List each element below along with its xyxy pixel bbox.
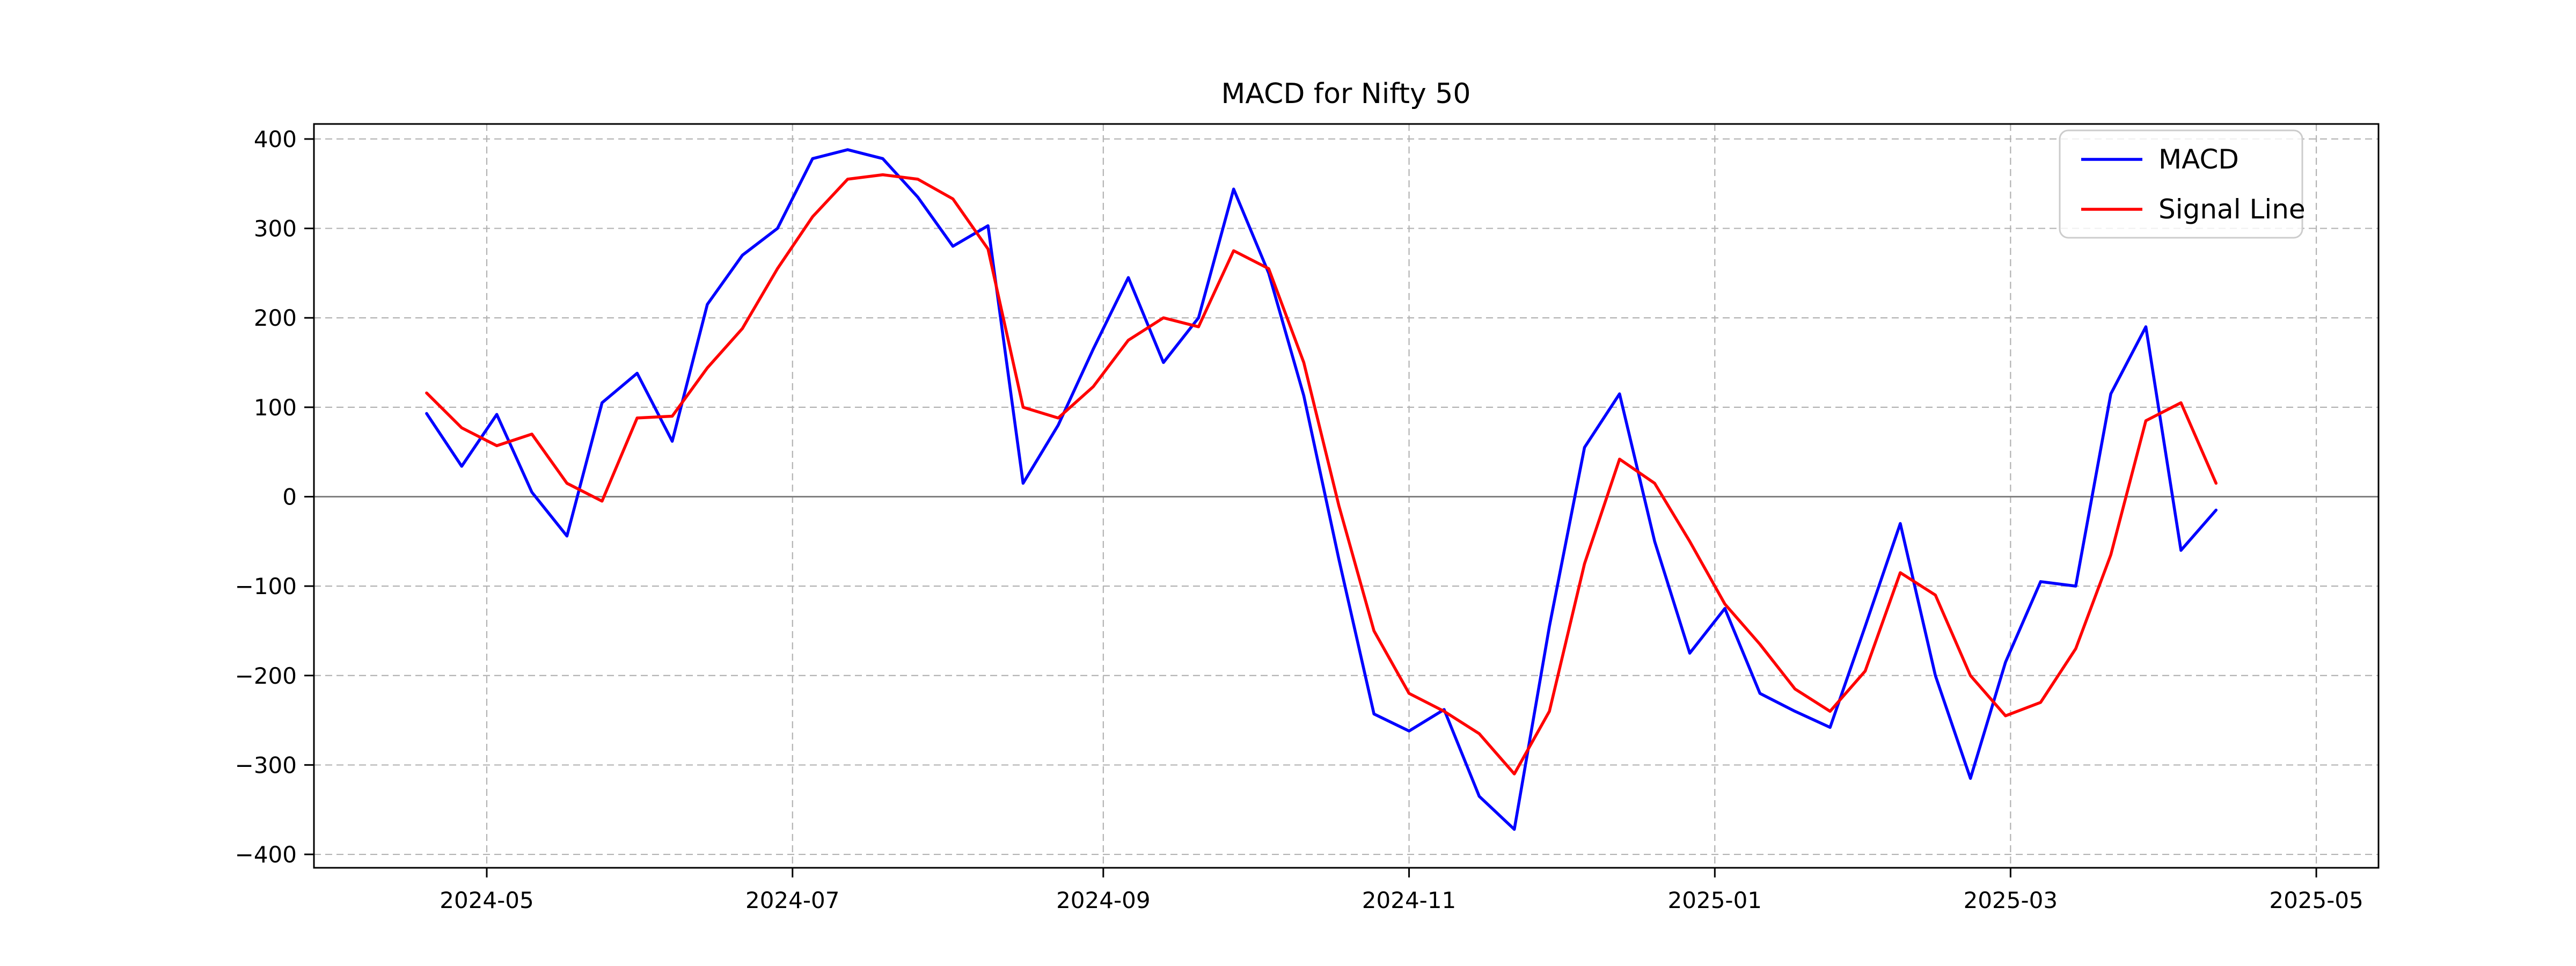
x-tick-label-2024-11: 2024-11 <box>1362 887 1457 913</box>
y-tick-label--400: −400 <box>235 841 297 868</box>
legend: MACD Signal Line <box>2059 129 2306 239</box>
y-tick-label-100: 100 <box>254 394 297 421</box>
y-tick-label-400: 400 <box>254 126 297 152</box>
y-tick-label--300: −300 <box>235 752 297 778</box>
x-tick-label-2024-09: 2024-09 <box>1056 887 1151 913</box>
axis-layer: 400 300 200 100 0 −100 −200 −300 −400 2024-05 2024… <box>235 126 2363 913</box>
plot-border <box>313 123 2380 869</box>
chart-title: MACD for Nifty 50 <box>1221 78 1470 110</box>
x-tick-label-2025-05: 2025-05 <box>2269 887 2363 913</box>
signal-line <box>425 173 2218 775</box>
y-tick-label-200: 200 <box>254 305 297 331</box>
legend-box <box>2059 129 2303 239</box>
legend-item-signal: Signal Line <box>2081 194 2306 225</box>
x-tick-label-2025-03: 2025-03 <box>1964 887 2058 913</box>
x-tick-label-2025-01: 2025-01 <box>1668 887 1762 913</box>
series-layer <box>425 148 2218 831</box>
legend-macd-label: MACD <box>2158 144 2239 175</box>
y-tick-label--100: −100 <box>235 573 297 599</box>
x-tick-label-2024-07: 2024-07 <box>745 887 840 913</box>
macd-line <box>425 148 2218 831</box>
y-tick-label-300: 300 <box>254 216 297 242</box>
y-tick-label-0: 0 <box>282 484 297 510</box>
y-tick-label--200: −200 <box>235 663 297 689</box>
legend-signal-label: Signal Line <box>2158 194 2306 225</box>
x-tick-label-2024-05: 2024-05 <box>440 887 534 913</box>
legend-item-macd: MACD <box>2081 144 2239 175</box>
